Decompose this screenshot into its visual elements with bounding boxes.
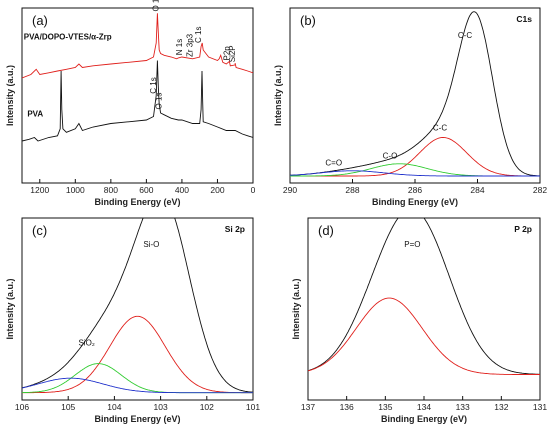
peak-annotation: C=O bbox=[325, 159, 342, 168]
plot-frame bbox=[21, 7, 254, 184]
sample-label: PVA/DOPO-VTES/α-Zrp bbox=[24, 33, 112, 42]
x-tick-label: 103 bbox=[154, 402, 168, 412]
panel-title: P 2p bbox=[514, 224, 532, 234]
envelope-curve bbox=[308, 218, 540, 375]
plot-area bbox=[22, 13, 253, 142]
peak-annotation: C 1s bbox=[149, 77, 158, 93]
x-tick-label: 135 bbox=[378, 402, 392, 412]
x-tick-label: 1000 bbox=[66, 185, 85, 195]
peak-annotation: C-C bbox=[458, 31, 472, 40]
x-tick-label: 0 bbox=[251, 185, 256, 195]
x-axis-label: Binding Energy (eV) bbox=[94, 414, 180, 424]
x-tick-label: 131 bbox=[533, 402, 547, 412]
x-tick-label: 102 bbox=[200, 402, 214, 412]
panel-label: (b) bbox=[300, 13, 316, 28]
peak-annotation: SiO₂ bbox=[78, 338, 94, 347]
panel-label: (d) bbox=[318, 223, 334, 238]
x-tick-label: 101 bbox=[246, 402, 260, 412]
plot-frame bbox=[307, 217, 541, 401]
panel-title: Si 2p bbox=[225, 224, 245, 234]
y-axis-label: Intensity (a.u.) bbox=[273, 65, 283, 126]
x-tick-label: 1200 bbox=[30, 185, 49, 195]
envelope-curve bbox=[290, 11, 540, 177]
y-axis-label: Intensity (a.u.) bbox=[291, 278, 301, 339]
envelope-curve bbox=[22, 218, 253, 393]
peak-annotation: P2p bbox=[222, 46, 231, 61]
fit-component-curve bbox=[290, 137, 540, 177]
x-tick-label: 288 bbox=[345, 185, 359, 195]
plot-area bbox=[290, 11, 540, 177]
x-tick-label: 800 bbox=[104, 185, 118, 195]
panel-4: 137 136 135 134 133 132 131 Binding Energy (eV)… bbox=[291, 217, 547, 424]
x-tick-label: 132 bbox=[494, 402, 508, 412]
x-tick-label: 290 bbox=[283, 185, 297, 195]
x-tick-label: 282 bbox=[533, 185, 547, 195]
plot-area bbox=[308, 218, 540, 375]
series-composite-line bbox=[22, 13, 253, 79]
x-tick-label: 136 bbox=[340, 402, 354, 412]
panel-3: 106 105 104 103 102 101 Binding Energy (eV) Int… bbox=[5, 217, 260, 424]
plot-area bbox=[22, 218, 253, 394]
x-tick-label: 106 bbox=[15, 402, 29, 412]
x-tick-label: 400 bbox=[175, 185, 189, 195]
peak-annotation: O 1s bbox=[154, 93, 163, 110]
y-axis-label: Intensity (a.u.) bbox=[5, 65, 15, 126]
peak-annotation: C 1s bbox=[194, 27, 203, 43]
y-axis-label: Intensity (a.u.) bbox=[5, 278, 15, 339]
peak-annotation: Si-O bbox=[143, 240, 159, 249]
peak-annotation: C-C bbox=[433, 124, 447, 133]
x-tick-label: 133 bbox=[456, 402, 470, 412]
x-tick-label: 137 bbox=[301, 402, 315, 412]
peak-annotation: Si2P bbox=[228, 45, 237, 62]
fit-component-curve bbox=[22, 377, 253, 394]
x-axis-label: Binding Energy (eV) bbox=[372, 197, 458, 207]
x-tick-label: 200 bbox=[210, 185, 224, 195]
peak-annotation: N 1s bbox=[175, 39, 184, 55]
panel-label: (a) bbox=[32, 13, 48, 28]
panel-2: 290 288 286 284 282 Binding Energy (eV) Intens… bbox=[273, 7, 547, 207]
fit-component-curve bbox=[22, 315, 253, 394]
panel-title: C1s bbox=[516, 14, 532, 24]
x-tick-label: 105 bbox=[61, 402, 75, 412]
x-tick-label: 104 bbox=[107, 402, 121, 412]
fit-component-curve bbox=[308, 297, 540, 375]
peak-annotation: C-O bbox=[383, 152, 398, 161]
x-tick-label: 284 bbox=[470, 185, 484, 195]
peak-annotation: O 1s bbox=[151, 0, 160, 12]
sample-label: PVA bbox=[27, 110, 43, 119]
panel-1: 1200 1000 800 600 400 200 0 Binding Energy (eV)… bbox=[5, 0, 256, 207]
plot-frame bbox=[21, 217, 254, 401]
x-tick-label: 600 bbox=[139, 185, 153, 195]
peak-annotation: P=O bbox=[404, 240, 420, 249]
fit-component-curve bbox=[290, 170, 540, 177]
peak-annotation: Zr 3p3 bbox=[186, 33, 195, 57]
x-tick-label: 286 bbox=[408, 185, 422, 195]
x-tick-label: 134 bbox=[417, 402, 431, 412]
panel-label: (c) bbox=[32, 223, 47, 238]
series-pva-line bbox=[22, 60, 253, 142]
x-axis-label: Binding Energy (eV) bbox=[94, 197, 180, 207]
x-axis-label: Binding Energy (eV) bbox=[381, 414, 467, 424]
fit-component-curve bbox=[22, 363, 253, 394]
